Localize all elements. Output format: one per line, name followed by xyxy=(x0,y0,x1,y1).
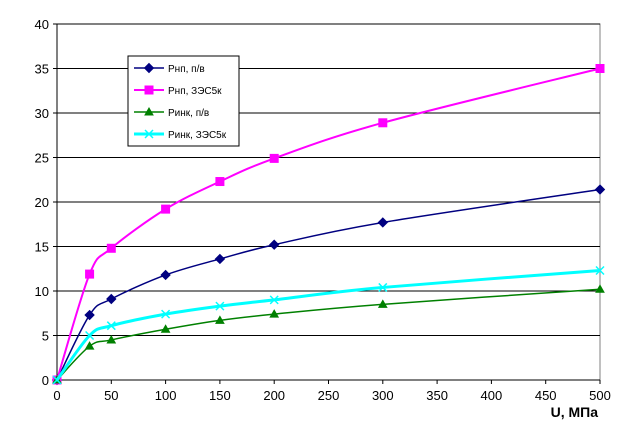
y-tick-label: 30 xyxy=(35,106,49,121)
x-tick-label: 0 xyxy=(53,388,60,403)
data-point xyxy=(378,282,388,292)
legend-entry: Ринк, ЗЭС5к xyxy=(134,129,227,141)
data-point xyxy=(161,309,171,319)
data-point xyxy=(161,204,171,214)
data-point xyxy=(85,269,95,279)
y-tick-label: 5 xyxy=(42,329,49,344)
legend-marker xyxy=(144,85,154,95)
data-point xyxy=(377,299,388,308)
data-point-stroke xyxy=(161,309,171,319)
data-point-stroke xyxy=(595,265,605,276)
x-tick-label: 500 xyxy=(589,388,611,403)
x-tick-label: 300 xyxy=(372,388,394,403)
legend-entry: Ринк, п/в xyxy=(134,106,209,119)
data-point xyxy=(84,309,95,321)
data-point xyxy=(595,265,605,276)
data-point xyxy=(85,330,95,341)
data-point xyxy=(106,321,116,331)
data-point xyxy=(269,153,279,163)
legend-entry: Рнп, ЗЭС5к xyxy=(134,85,222,97)
data-point xyxy=(594,184,606,195)
legend-label: Ринк, ЗЭС5к xyxy=(168,130,227,141)
data-point-stroke xyxy=(106,321,116,331)
x-tick-label: 50 xyxy=(104,388,118,403)
data-point xyxy=(214,253,226,265)
data-point-stroke xyxy=(85,330,95,341)
legend-entry: Рнп, п/в xyxy=(134,62,205,75)
legend-marker xyxy=(144,106,154,116)
data-point xyxy=(215,315,225,324)
data-point-stroke xyxy=(52,375,62,385)
series-group xyxy=(51,64,606,386)
data-point xyxy=(595,64,605,73)
y-tick-label: 35 xyxy=(35,62,49,77)
y-tick-label: 25 xyxy=(35,151,49,166)
data-point-stroke xyxy=(215,301,225,311)
x-tick-label: 350 xyxy=(426,388,448,403)
data-point-stroke xyxy=(378,282,388,292)
x-tick-label: 200 xyxy=(263,388,285,403)
data-point xyxy=(106,293,117,305)
y-tick-label: 20 xyxy=(35,195,49,210)
data-point xyxy=(106,334,117,344)
legend-label: Рнп, ЗЭС5к xyxy=(168,86,222,97)
data-point xyxy=(160,324,171,333)
x-axis-label: U, МПа xyxy=(551,404,599,420)
x-tick-label: 450 xyxy=(535,388,557,403)
data-point-stroke xyxy=(269,295,279,305)
data-point xyxy=(215,301,225,311)
legend: Рнп, п/в Рнп, ЗЭС5к Ринк, п/в Ринк, ЗЭС5к xyxy=(127,55,240,147)
data-point xyxy=(160,269,171,281)
data-point xyxy=(215,177,225,187)
data-point xyxy=(52,375,62,385)
y-tick-label: 40 xyxy=(35,17,49,32)
y-tick-label: 10 xyxy=(35,284,49,299)
legend-marker xyxy=(143,62,155,74)
y-tick-label: 0 xyxy=(42,373,49,388)
x-tick-label: 100 xyxy=(155,388,177,403)
data-point xyxy=(268,239,280,250)
data-point xyxy=(269,295,279,305)
data-point xyxy=(106,243,116,253)
x-tick-label: 250 xyxy=(318,388,340,403)
y-tick-label: 15 xyxy=(35,240,49,255)
legend-marker-stroke xyxy=(144,129,154,139)
data-point xyxy=(269,309,280,318)
x-tick-label: 400 xyxy=(481,388,503,403)
x-tick-label: 150 xyxy=(209,388,231,403)
data-point xyxy=(377,217,389,228)
legend-marker xyxy=(144,129,154,139)
legend-label: Рнп, п/в xyxy=(168,64,205,75)
data-point xyxy=(378,118,388,128)
data-point xyxy=(595,284,605,293)
data-point xyxy=(84,341,95,350)
legend-label: Ринк, п/в xyxy=(168,108,209,119)
series-4 xyxy=(52,265,605,385)
